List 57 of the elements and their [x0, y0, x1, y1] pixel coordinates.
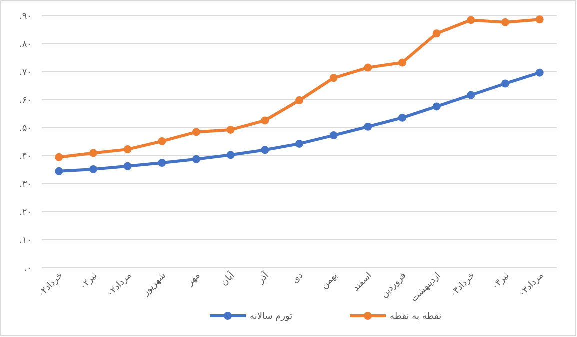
x-tick-label: شهریور	[140, 271, 168, 299]
point	[536, 68, 544, 77]
point	[502, 18, 510, 26]
point	[55, 167, 64, 176]
point	[296, 96, 304, 105]
point	[55, 153, 64, 162]
x-tick-label: اردیبهشت	[410, 271, 443, 304]
x-tick-label: خرداد۰۳	[448, 271, 478, 300]
y-tick-label: .۴۰	[19, 152, 32, 162]
point	[124, 162, 132, 170]
y-tick-label: .۱۰	[19, 236, 32, 246]
point	[124, 146, 132, 154]
x-tick-label: آبان	[218, 269, 238, 288]
y-tick-label: .۰	[24, 264, 32, 274]
x-tick-label: خرداد۰۲	[36, 271, 66, 300]
x-tick-label: بهمن	[320, 271, 340, 292]
point	[467, 91, 476, 100]
legend-label: نقطه به نقطه	[390, 312, 442, 322]
x-tick-label: تیر۰۲	[78, 270, 100, 292]
point	[364, 64, 372, 72]
x-tick-label: مرداد۰۲	[106, 270, 134, 300]
point	[398, 58, 406, 67]
point	[261, 116, 270, 125]
y-tick-label: .۳۰	[19, 180, 32, 190]
point	[536, 16, 544, 24]
point	[296, 140, 304, 148]
x-tick-label: دی	[290, 271, 306, 286]
point	[192, 155, 200, 164]
point	[432, 30, 441, 38]
x-tick-label: فروردین	[379, 271, 409, 300]
point	[330, 132, 338, 140]
point	[90, 165, 98, 174]
point	[90, 149, 98, 158]
point	[158, 137, 166, 146]
y-tick-label: .۸۰	[19, 40, 32, 50]
point	[467, 16, 476, 24]
point	[364, 122, 372, 131]
legend-label: تورم سالانه	[250, 312, 294, 322]
x-tick-label: تیر۰۳	[490, 270, 512, 292]
point	[158, 159, 166, 167]
x-tick-label: مرداد۰۳	[518, 270, 546, 300]
x-tick-label: اسفند	[352, 271, 374, 294]
y-tick-label: .۵۰	[19, 124, 32, 134]
point	[432, 102, 441, 111]
point	[502, 80, 510, 88]
point	[330, 74, 338, 82]
point	[192, 128, 200, 136]
y-tick-label: .۶۰	[19, 96, 32, 106]
y-tick-label: .۹۰	[19, 12, 32, 22]
y-tick-label: .۷۰	[19, 68, 32, 78]
point	[398, 114, 406, 122]
point	[226, 126, 235, 134]
x-tick-label: آذر	[254, 269, 272, 287]
point	[261, 146, 270, 154]
y-tick-label: .۲۰	[19, 208, 32, 218]
x-tick-label: مهر	[184, 270, 203, 289]
point	[226, 151, 235, 160]
